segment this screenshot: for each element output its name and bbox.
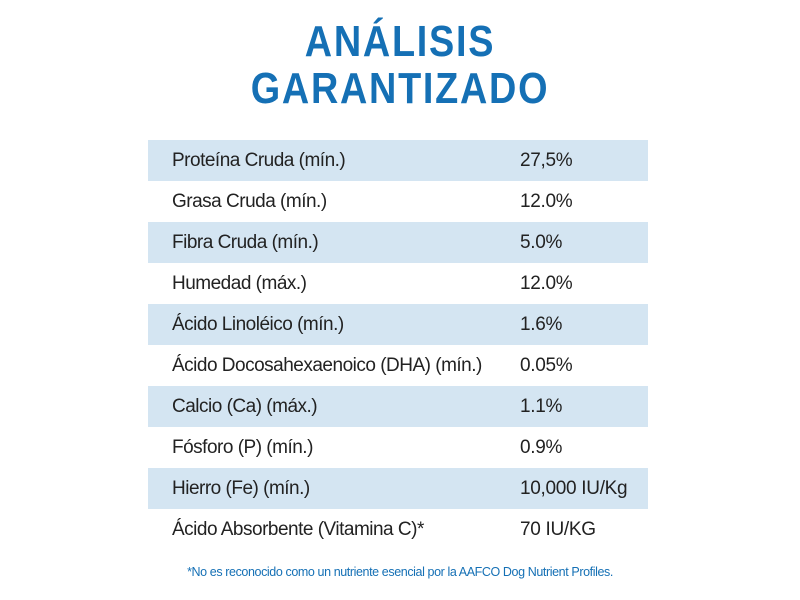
guaranteed-analysis-table: Proteína Cruda (mín.) 27,5% Grasa Cruda … <box>148 140 648 550</box>
nutrient-label: Ácido Linoléico (mín.) <box>172 313 344 335</box>
nutrient-label: Humedad (máx.) <box>172 272 307 294</box>
nutrient-label: Fósforo (P) (mín.) <box>172 436 313 458</box>
nutrient-label: Hierro (Fe) (mín.) <box>172 477 310 499</box>
table-row: Proteína Cruda (mín.) 27,5% <box>148 140 648 181</box>
nutrient-label: Calcio (Ca) (máx.) <box>172 395 318 417</box>
nutrient-value: 70 IU/KG <box>520 518 596 540</box>
nutrient-value: 1.1% <box>520 395 563 417</box>
table-row: Grasa Cruda (mín.) 12.0% <box>148 181 648 222</box>
nutrient-value: 1.6% <box>520 313 563 335</box>
nutrient-value: 0.9% <box>520 436 563 458</box>
table-row: Ácido Linoléico (mín.) 1.6% <box>148 304 648 345</box>
nutrient-value: 12.0% <box>520 190 573 212</box>
table-row: Hierro (Fe) (mín.) 10,000 IU/Kg <box>148 468 648 509</box>
title-line-2: GARANTIZADO <box>250 64 550 113</box>
table-row: Ácido Absorbente (Vitamina C)* 70 IU/KG <box>148 509 648 550</box>
nutrient-value: 5.0% <box>520 231 563 253</box>
nutrient-label: Proteína Cruda (mín.) <box>172 149 346 171</box>
nutrient-label: Ácido Docosahexaenoico (DHA) (mín.) <box>172 354 482 376</box>
nutrient-label: Fibra Cruda (mín.) <box>172 231 319 253</box>
page-title: ANÁLISIS GARANTIZADO <box>56 18 744 112</box>
footnote: *No es reconocido como un nutriente esen… <box>187 565 613 579</box>
table-row: Humedad (máx.) 12.0% <box>148 263 648 304</box>
table-row: Fósforo (P) (mín.) 0.9% <box>148 427 648 468</box>
nutrient-value: 27,5% <box>520 149 573 171</box>
table-row: Fibra Cruda (mín.) 5.0% <box>148 222 648 263</box>
nutrient-label: Ácido Absorbente (Vitamina C)* <box>172 518 424 540</box>
nutrient-value: 0.05% <box>520 354 573 376</box>
nutrient-value: 12.0% <box>520 272 573 294</box>
table-row: Calcio (Ca) (máx.) 1.1% <box>148 386 648 427</box>
table-row: Ácido Docosahexaenoico (DHA) (mín.) 0.05… <box>148 345 648 386</box>
nutrient-label: Grasa Cruda (mín.) <box>172 190 327 212</box>
nutrient-value: 10,000 IU/Kg <box>520 477 628 499</box>
title-line-1: ANÁLISIS <box>304 17 496 66</box>
